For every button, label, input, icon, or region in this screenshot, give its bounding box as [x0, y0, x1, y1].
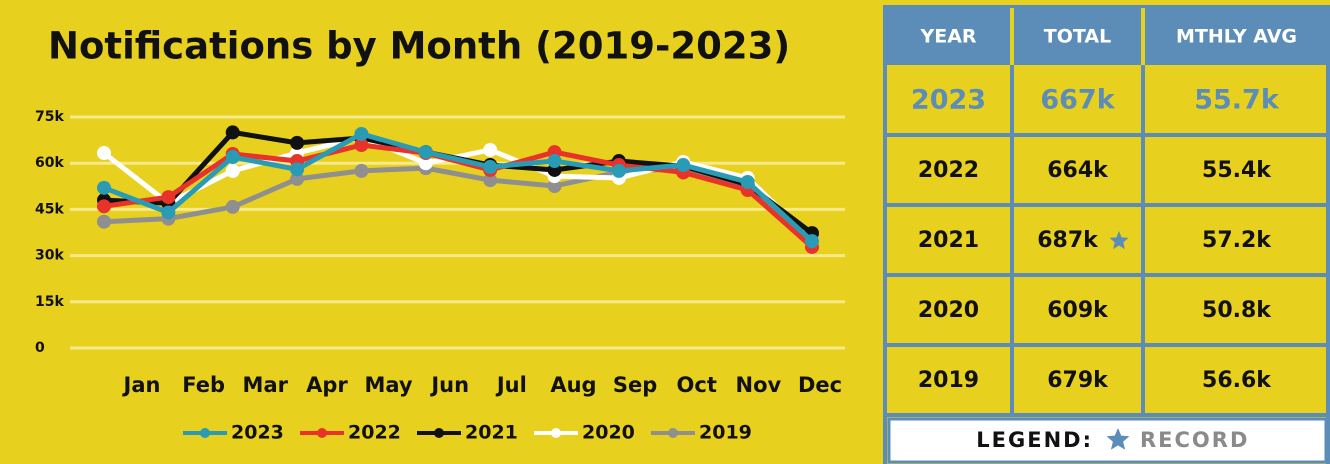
series-point	[676, 158, 691, 173]
table-header: MTHLY AVG	[1176, 26, 1297, 48]
series-point	[161, 205, 176, 220]
y-tick-label: 60k	[35, 155, 64, 171]
series-point	[97, 214, 111, 229]
legend-label: 2023	[231, 422, 284, 444]
series-point	[483, 173, 498, 188]
table-header-bg	[885, 5, 1330, 65]
series-point	[418, 145, 433, 160]
y-tick-label: 45k	[35, 201, 64, 217]
series-point	[547, 154, 562, 169]
series-point	[547, 178, 562, 193]
x-tick-label: Dec	[798, 373, 842, 397]
series-point	[290, 135, 305, 150]
x-tick-label: Sep	[613, 373, 657, 397]
table-cell: 679k	[1047, 368, 1109, 393]
y-tick-label: 30k	[35, 248, 64, 264]
y-tick-label: 15k	[35, 294, 64, 310]
x-tick-label: Aug	[550, 373, 596, 397]
legend-marker	[317, 428, 327, 438]
table-cell: 2023	[911, 85, 986, 116]
table-header: TOTAL	[1044, 26, 1111, 48]
legend-label: 2020	[582, 422, 635, 444]
x-tick-label: Jun	[429, 373, 469, 397]
table-cell: 687k	[1037, 228, 1099, 253]
series-point	[611, 163, 626, 178]
series-point	[483, 142, 498, 157]
series-point	[740, 174, 755, 189]
legend-label: 2021	[465, 422, 518, 444]
table-cell: 664k	[1047, 158, 1109, 183]
series-point	[97, 180, 111, 195]
star-icon	[1106, 428, 1130, 450]
x-tick-label: Jan	[122, 373, 161, 397]
series-point	[418, 156, 433, 171]
x-tick-label: Mar	[243, 373, 289, 397]
series-point	[225, 199, 240, 214]
series-point	[161, 190, 176, 205]
x-tick-label: Oct	[677, 373, 717, 397]
table-cell: 57.2k	[1202, 228, 1272, 253]
legend-marker	[434, 428, 444, 438]
legend-label: 2019	[699, 422, 752, 444]
series-point	[225, 163, 240, 178]
table-cell: 2019	[918, 368, 979, 393]
legend-text: RECORD	[1140, 428, 1249, 452]
series-point	[354, 126, 369, 141]
table-cell: 667k	[1040, 85, 1115, 116]
x-tick-label: Feb	[182, 373, 225, 397]
legend-marker	[551, 428, 561, 438]
legend-box	[887, 417, 1328, 464]
table-cell: 609k	[1047, 298, 1109, 323]
series-point	[290, 162, 305, 177]
legend-marker	[200, 428, 210, 438]
table-cell: 55.7k	[1194, 85, 1280, 116]
star-icon	[1109, 231, 1129, 250]
x-tick-label: Apr	[306, 373, 348, 397]
series-line	[103, 131, 814, 243]
series-point	[97, 146, 111, 161]
y-tick-label: 75k	[35, 109, 64, 125]
table-cell: 2020	[918, 298, 979, 323]
legend-label: 2022	[348, 422, 401, 444]
table-cell: 55.4k	[1202, 158, 1272, 183]
series-point	[483, 159, 498, 174]
x-tick-label: Jul	[495, 373, 527, 397]
series-point	[805, 234, 819, 249]
legend-marker	[668, 428, 678, 438]
series-point	[97, 199, 111, 214]
chart-title: Notifications by Month (2019-2023)	[48, 25, 790, 68]
table-cell: 56.6k	[1202, 368, 1272, 393]
series-point	[225, 150, 240, 165]
table-cell: 50.8k	[1202, 298, 1272, 323]
table-cell: 2022	[918, 158, 979, 183]
table-header: YEAR	[919, 26, 976, 48]
x-tick-label: Nov	[736, 373, 782, 397]
series-point	[225, 125, 240, 140]
table-cell: 2021	[918, 228, 979, 253]
y-tick-label: 0	[35, 340, 45, 356]
series-point	[354, 138, 369, 153]
legend-title: LEGEND:	[976, 428, 1093, 452]
series-point	[354, 163, 369, 178]
x-tick-label: May	[364, 373, 412, 397]
